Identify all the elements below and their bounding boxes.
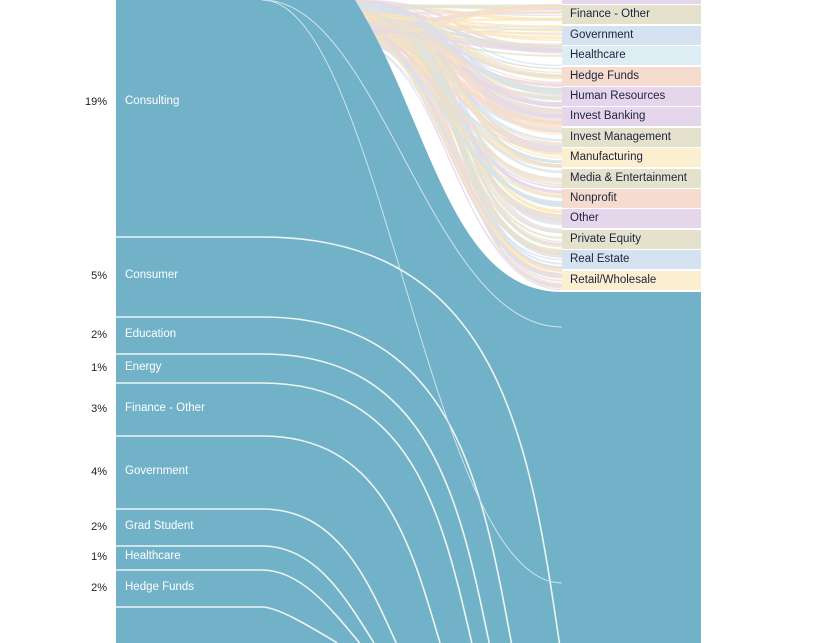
band-separator: [116, 545, 375, 643]
right-node[interactable]: Nonprofit: [562, 189, 701, 208]
node-percent: 1%: [91, 551, 107, 563]
right-node[interactable]: Energy: [562, 0, 701, 4]
flow-link: [353, 0, 563, 104]
left-node-label[interactable]: Healthcare: [125, 550, 181, 562]
left-node-label[interactable]: Government: [125, 464, 189, 477]
left-node-label[interactable]: Education: [125, 327, 177, 340]
band-separator: [116, 606, 338, 643]
band-separator: [116, 508, 397, 643]
flow-link: [353, 15, 563, 40]
flow-link: [355, 4, 563, 92]
node-percent: 2%: [91, 581, 107, 594]
right-node[interactable]: Other: [562, 209, 701, 229]
right-node[interactable]: Retail/Wholesale: [562, 270, 701, 290]
flow-link: [341, 33, 563, 169]
node-percent: 2%: [91, 328, 107, 341]
left-node-label[interactable]: Finance - Other: [125, 401, 205, 414]
flow-link: [357, 30, 563, 216]
left-node-label[interactable]: Energy: [125, 360, 162, 373]
right-node[interactable]: Government: [562, 25, 701, 45]
right-node[interactable]: Private Equity: [562, 229, 701, 249]
right-node[interactable]: Manufacturing: [562, 148, 701, 168]
flow-link: [353, 15, 563, 83]
node-percent: 3%: [91, 402, 107, 415]
band-separator: [116, 435, 441, 643]
right-node[interactable]: Human Resources: [562, 87, 701, 106]
right-node[interactable]: Invest Management: [562, 127, 701, 147]
flow-link: [356, 29, 563, 87]
flow-link: [362, 3, 563, 248]
band-separator: [116, 236, 561, 643]
band-separator: [116, 382, 473, 643]
node-percent: 4%: [91, 465, 107, 478]
flow-link: [338, 25, 563, 255]
flow-link: [361, 3, 563, 67]
right-node[interactable]: Media & Entertainment: [562, 168, 701, 188]
flow-link: [362, 18, 563, 125]
flow-link: [261, 0, 563, 328]
node-percent: 1%: [91, 361, 107, 374]
consulting-flow-band: [116, 0, 701, 643]
node-percent: 2%: [91, 520, 107, 533]
left-node-label[interactable]: Consumer: [125, 269, 179, 281]
right-node[interactable]: Hedge Funds: [562, 66, 701, 86]
band-separator: [116, 569, 361, 643]
left-node-label[interactable]: Consulting: [125, 95, 180, 107]
node-percent: 5%: [91, 270, 107, 282]
band-separator: [116, 316, 513, 643]
flow-link: [363, 28, 563, 40]
node-percent: 19%: [84, 96, 107, 108]
left-node-label[interactable]: Hedge Funds: [125, 580, 195, 593]
left-node-label[interactable]: Grad Student: [125, 519, 194, 532]
right-node[interactable]: Finance - Other: [562, 5, 701, 25]
right-node[interactable]: Healthcare: [562, 46, 701, 66]
flow-link: [338, 4, 563, 29]
right-node[interactable]: Real Estate: [562, 250, 701, 270]
right-node[interactable]: Invest Banking: [562, 107, 701, 127]
band-separator: [116, 353, 490, 643]
flow-link: [261, 0, 563, 584]
